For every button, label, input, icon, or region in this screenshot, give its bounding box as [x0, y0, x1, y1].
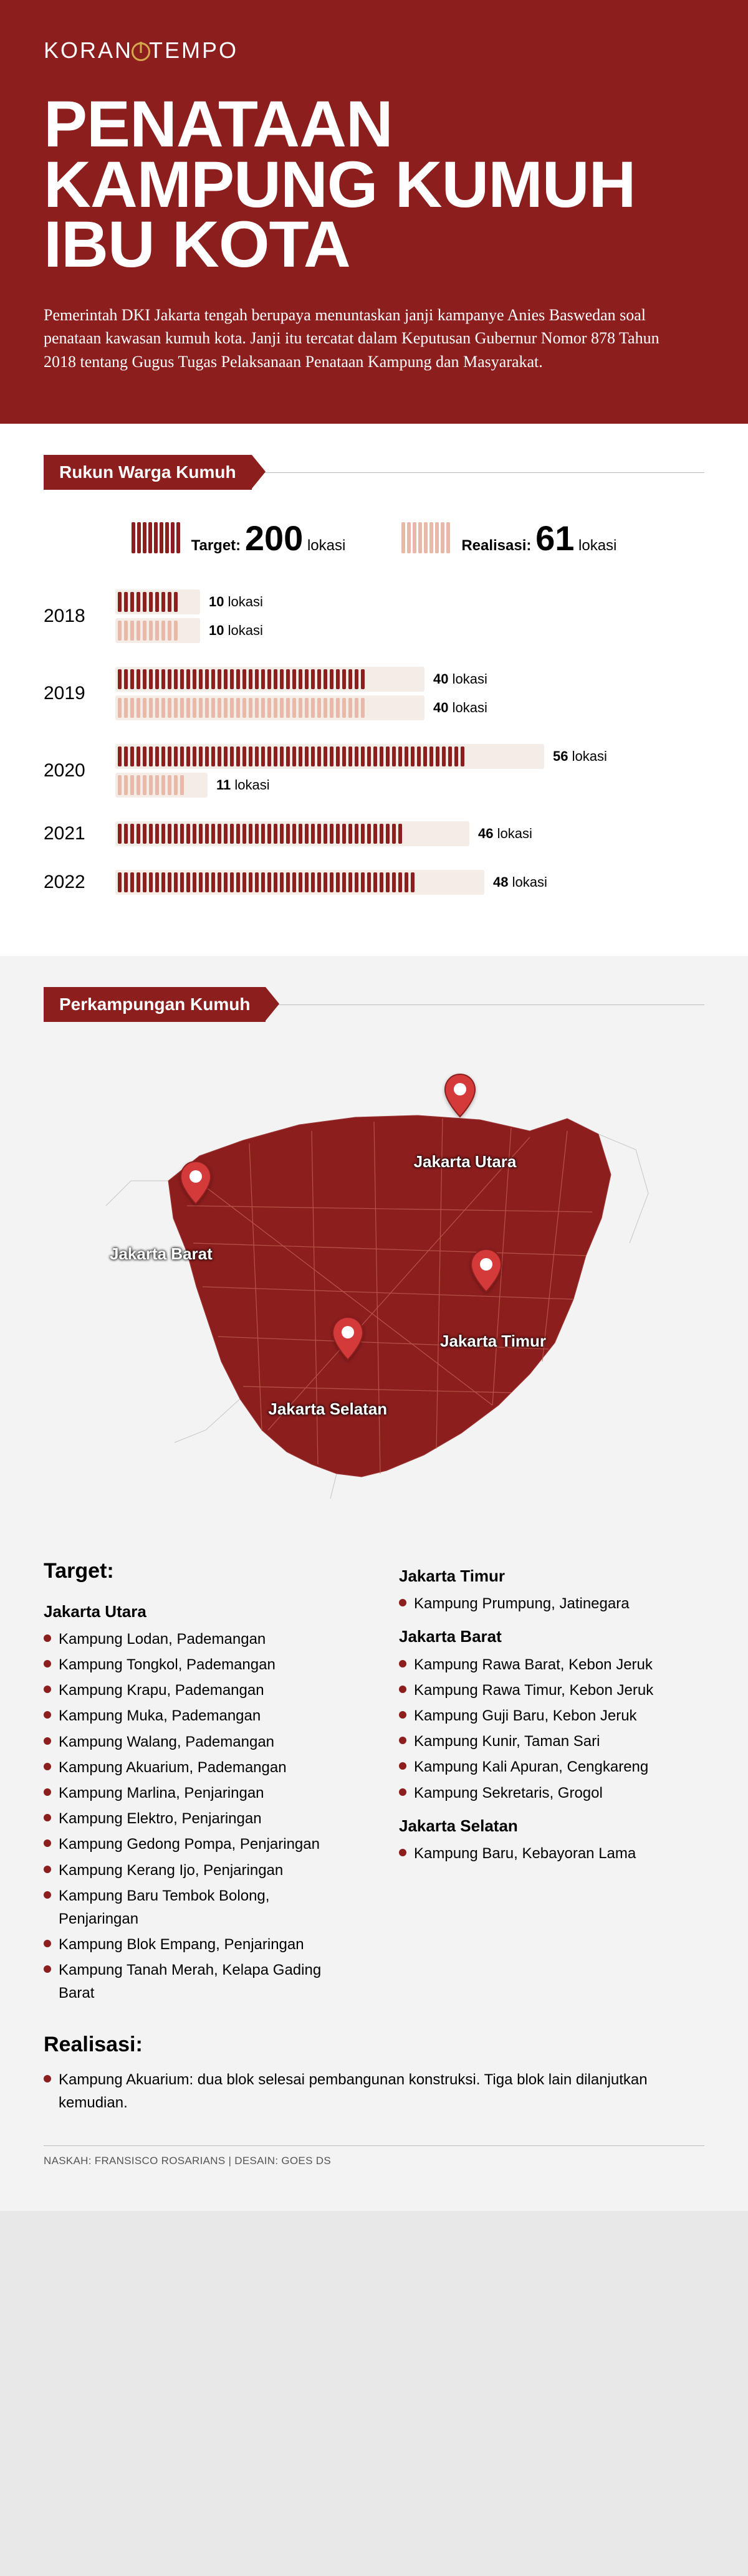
- list-item: Kampung Rawa Timur, Kebon Jeruk: [399, 1679, 704, 1702]
- target-list: Kampung Baru, Kebayoran Lama: [399, 1842, 704, 1865]
- section-perkampungan: Perkampungan Kumuh Jakarta UtaraJakarta …: [0, 956, 748, 2211]
- list-item: Kampung Lodan, Pademangan: [44, 1628, 349, 1651]
- year-label: 2019: [44, 683, 115, 704]
- map-pin: [469, 1248, 504, 1293]
- section-header-rukun: Rukun Warga Kumuh: [44, 455, 252, 490]
- map-pin-label: Jakarta Selatan: [268, 1400, 387, 1419]
- realisasi-list: Kampung Akuarium: dua blok selesai pemba…: [44, 2068, 704, 2114]
- year-row: 201810 lokasi 10 lokasi: [44, 589, 704, 643]
- target-list: Kampung Prumpung, Jatinegara: [399, 1592, 704, 1615]
- target-column-right: Jakarta Timur Kampung Prumpung, Jatinegar…: [399, 1555, 704, 2008]
- target-column-left: Target: Jakarta Utara Kampung Lodan, Pade…: [44, 1555, 349, 2008]
- year-label: 2018: [44, 606, 115, 627]
- year-label: 2022: [44, 872, 115, 893]
- realisasi-heading: Realisasi:: [44, 2033, 704, 2057]
- year-label: 2020: [44, 760, 115, 781]
- list-item: Kampung Muka, Pademangan: [44, 1704, 349, 1727]
- compass-icon: [132, 42, 150, 61]
- bar-real: 40 lokasi: [115, 695, 704, 720]
- list-item: Kampung Tanah Merah, Kelapa Gading Barat: [44, 1958, 349, 2005]
- bar-target: 40 lokasi: [115, 667, 704, 692]
- bar-target: 10 lokasi: [115, 589, 704, 614]
- bar-target: 56 lokasi: [115, 744, 704, 769]
- target-list: Kampung Lodan, PademanganKampung Tongkol…: [44, 1628, 349, 2005]
- chart-legend: Target: 200 lokasi Realisasi: 61 lokasi: [44, 518, 704, 558]
- list-item: Kampung Krapu, Pademangan: [44, 1679, 349, 1702]
- map-pin: [330, 1316, 365, 1361]
- brand-post: TEMPO: [149, 37, 238, 63]
- list-item: Kampung Rawa Barat, Kebon Jeruk: [399, 1653, 704, 1676]
- realisasi-block: Realisasi: Kampung Akuarium: dua blok se…: [44, 2033, 704, 2114]
- target-region: Jakarta Timur: [399, 1563, 704, 1588]
- map-pin-label: Jakarta Barat: [110, 1244, 213, 1264]
- list-item: Kampung Sekretaris, Grogol: [399, 1782, 704, 1805]
- section-header-wrap: Perkampungan Kumuh: [44, 987, 704, 1022]
- target-list: Kampung Rawa Barat, Kebon Jeruk Kampung R…: [399, 1653, 704, 1805]
- bar-real: 10 lokasi: [115, 618, 704, 643]
- section-header-wrap: Rukun Warga Kumuh: [44, 455, 704, 490]
- section-header-perkampungan: Perkampungan Kumuh: [44, 987, 266, 1022]
- target-region: Jakarta Selatan: [399, 1813, 704, 1838]
- list-item: Kampung Guji Baru, Kebon Jeruk: [399, 1704, 704, 1727]
- map-pin: [178, 1160, 213, 1205]
- year-row: 202056 lokasi 11 lokasi: [44, 744, 704, 798]
- map-silhouette: [94, 1081, 654, 1505]
- list-item: Kampung Kunir, Taman Sari: [399, 1730, 704, 1753]
- year-label: 2021: [44, 823, 115, 844]
- map-pin-label: Jakarta Utara: [414, 1152, 517, 1171]
- list-item: Kampung Gedong Pompa, Penjaringan: [44, 1833, 349, 1856]
- list-item: Kampung Tongkol, Pademangan: [44, 1653, 349, 1676]
- legend-target: Target: 200 lokasi: [132, 518, 346, 558]
- target-region: Jakarta Barat: [399, 1624, 704, 1649]
- list-item: Kampung Walang, Pademangan: [44, 1730, 349, 1753]
- hero: KORAN TEMPO PENATAAN KAMPUNG KUMUH IBU KO…: [0, 0, 748, 424]
- section-rukun-warga: Rukun Warga Kumuh Target: 200 lokasi Rea…: [0, 424, 748, 956]
- list-item: Kampung Akuarium: dua blok selesai pemba…: [44, 2068, 704, 2114]
- jakarta-map: Jakarta Utara Jakarta Barat Jakarta Timur J…: [44, 1050, 704, 1536]
- list-item: Kampung Marlina, Penjaringan: [44, 1782, 349, 1805]
- bar-real: 11 lokasi: [115, 773, 704, 798]
- legend-real-swatch: [401, 522, 450, 553]
- list-item: Kampung Kali Apuran, Cengkareng: [399, 1755, 704, 1778]
- bar-target: 48 lokasi: [115, 870, 704, 895]
- list-item: Kampung Akuarium, Pademangan: [44, 1756, 349, 1779]
- legend-target-swatch: [132, 522, 180, 553]
- list-item: Kampung Prumpung, Jatinegara: [399, 1592, 704, 1615]
- brand-logo: KORAN TEMPO: [44, 37, 704, 64]
- page-title: PENATAAN KAMPUNG KUMUH IBU KOTA: [44, 95, 704, 275]
- legend-realisasi: Realisasi: 61 lokasi: [401, 518, 616, 558]
- infographic-page: KORAN TEMPO PENATAAN KAMPUNG KUMUH IBU KO…: [0, 0, 748, 2211]
- bar-target: 46 lokasi: [115, 821, 704, 846]
- year-chart: 201810 lokasi 10 lokasi 201940 lokasi 40 lo…: [44, 589, 704, 895]
- list-item: Kampung Kerang Ijo, Penjaringan: [44, 1859, 349, 1882]
- brand-pre: KORAN: [44, 37, 133, 63]
- list-item: Kampung Blok Empang, Penjaringan: [44, 1933, 349, 1956]
- list-item: Kampung Elektro, Penjaringan: [44, 1807, 349, 1830]
- list-item: Kampung Baru, Kebayoran Lama: [399, 1842, 704, 1865]
- lede-text: Pemerintah DKI Jakarta tengah berupaya m…: [44, 303, 679, 374]
- target-lists: Target: Jakarta Utara Kampung Lodan, Pade…: [44, 1555, 704, 2008]
- target-region: Jakarta Utara: [44, 1599, 349, 1624]
- map-pin: [443, 1073, 477, 1118]
- year-row: 202146 lokasi: [44, 821, 704, 846]
- target-heading: Target:: [44, 1555, 349, 1588]
- map-pin-label: Jakarta Timur: [440, 1332, 546, 1351]
- year-row: 201940 lokasi 40 lokasi: [44, 667, 704, 720]
- year-row: 202248 lokasi: [44, 870, 704, 895]
- credit: NASKAH: FRANSISCO ROSARIANS | DESAIN: GO…: [44, 2145, 704, 2167]
- list-item: Kampung Baru Tembok Bolong, Penjaringan: [44, 1884, 349, 1930]
